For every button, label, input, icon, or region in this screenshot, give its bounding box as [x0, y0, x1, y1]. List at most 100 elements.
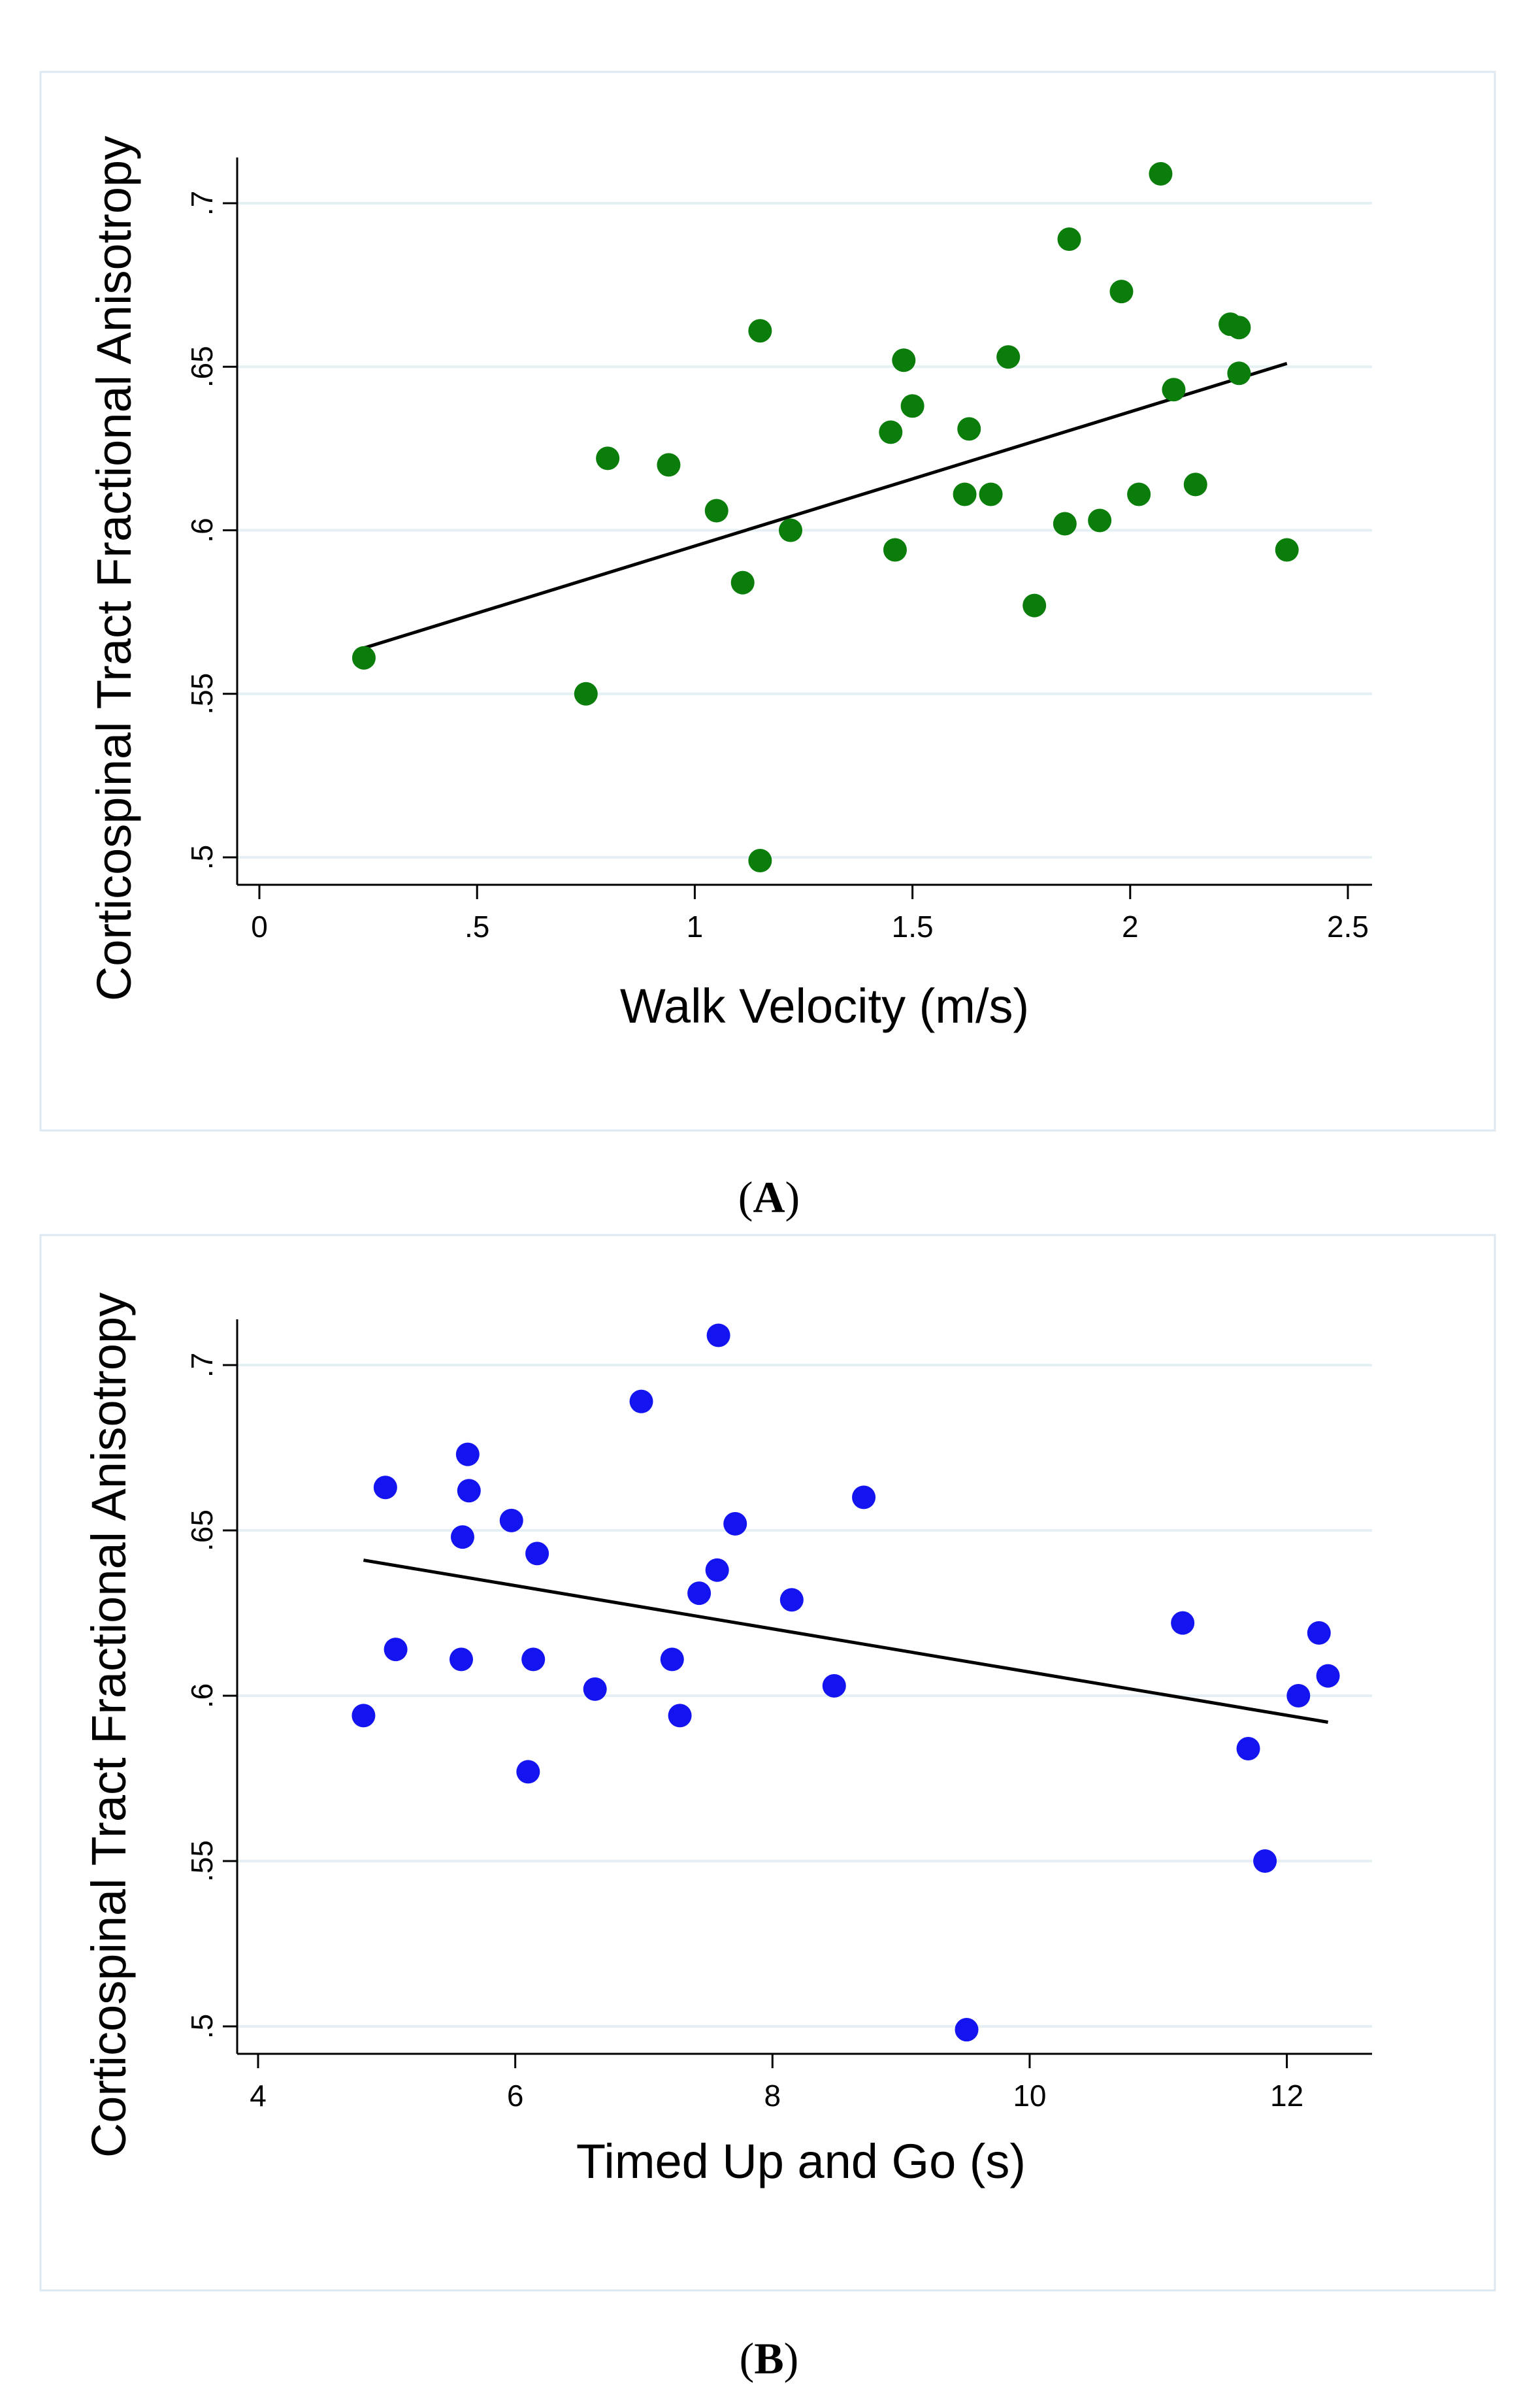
panel-b-y-tick-label-1: .55 — [185, 1840, 219, 1882]
panel-b-data-point-23 — [1171, 1611, 1195, 1635]
panel-a-frame — [39, 71, 1496, 1132]
panel-b-data-point-12 — [629, 1389, 653, 1413]
panel-a-chart: .5 .55 .6 .65 .7 0 .5 1 1.5 2 2.5 Walk Velocity (… — [39, 71, 1496, 1132]
caption-b-letter: B — [754, 2334, 783, 2383]
panel-a-data-point-4 — [704, 499, 728, 523]
panel-a-x-axis-label: Walk Velocity (m/s) — [620, 979, 1029, 1033]
panel-a-data-point-11 — [892, 348, 916, 372]
panel-b-data-point-18 — [723, 1511, 747, 1536]
panel-b-fit-line — [363, 1559, 1328, 1724]
panel-a-y-tick-label-1: .55 — [185, 673, 219, 715]
panel-a-data-point-8 — [779, 518, 803, 542]
panel-a-data-point-12 — [900, 394, 924, 418]
panel-b-data-point-7 — [499, 1508, 523, 1532]
panel-a-data-point-5 — [730, 570, 755, 595]
panel-a-x-tick-label-1: .5 — [465, 910, 489, 944]
caption-a-close: ) — [785, 1172, 800, 1222]
panel-b-data-point-10 — [525, 1542, 549, 1566]
panel-b-data-point-22 — [955, 2018, 979, 2042]
panel-a-points — [352, 161, 1299, 873]
panel-a-data-point-23 — [1149, 161, 1173, 186]
panel-b-x-tick-label-0: 4 — [250, 2079, 267, 2113]
caption-a-letter: A — [753, 1172, 785, 1222]
panel-b-data-point-2 — [384, 1638, 408, 1662]
panel-b-data-point-15 — [687, 1581, 712, 1606]
panel-a-x-tick-label-0: 0 — [251, 910, 268, 944]
panel-a-fit-line — [363, 361, 1288, 650]
panel-a-data-point-25 — [1183, 472, 1207, 497]
panel-a-data-point-28 — [1227, 361, 1251, 386]
panel-b-data-point-8 — [516, 1760, 540, 1784]
panel-a-data-point-24 — [1162, 378, 1186, 402]
panel-a-x-tick-label-4: 2 — [1122, 910, 1139, 944]
panel-b-data-point-16 — [705, 1558, 729, 1582]
panel-b-x-tick-label-1: 6 — [507, 2079, 524, 2113]
panel-b-data-point-13 — [660, 1647, 684, 1672]
panel-b-y-tick-label-4: .7 — [185, 1353, 219, 1377]
panel-b-x-tick-label-4: 12 — [1270, 2079, 1303, 2113]
panel-b-x-tick-label-3: 10 — [1013, 2079, 1046, 2113]
panel-a-fit-group — [363, 361, 1288, 650]
panel-a-data-point-10 — [883, 538, 907, 562]
panel-b-data-point-1 — [373, 1476, 397, 1500]
panel-b-data-point-24 — [1236, 1736, 1260, 1760]
panel-a-y-tick-labels: .5 .55 .6 .65 .7 — [185, 191, 219, 870]
panel-a-data-point-22 — [1127, 482, 1151, 506]
panel-b-data-point-26 — [1286, 1684, 1311, 1707]
panel-b-x-tick-labels: 4 6 8 10 12 — [250, 2079, 1303, 2113]
panel-a-data-point-2 — [596, 446, 620, 470]
panel-b-data-point-9 — [521, 1647, 546, 1672]
panel-b-chart: .5 .55 .6 .65 .7 4 6 8 10 12 Timed Up and Go (s)… — [39, 1234, 1496, 2292]
panel-a-x-tick-label-2: 1 — [687, 910, 704, 944]
caption-a-open: ( — [738, 1172, 753, 1222]
panel-b-data-point-25 — [1253, 1849, 1277, 1873]
panel-a-y-tick-label-4: .7 — [185, 191, 219, 216]
panel-b-data-point-27 — [1307, 1621, 1331, 1645]
panel-b-data-point-0 — [352, 1704, 376, 1728]
panel-a-data-point-3 — [657, 453, 681, 477]
panel-a-axes — [223, 157, 1372, 899]
panel-b-x-axis-label: Timed Up and Go (s) — [576, 2134, 1026, 2188]
panel-a-data-point-21 — [1109, 280, 1134, 304]
panel-a-x-tick-label-3: 1.5 — [892, 910, 934, 944]
panel-b-data-point-4 — [450, 1525, 474, 1549]
panel-a-data-point-7 — [748, 849, 772, 873]
panel-a-data-point-27 — [1227, 316, 1251, 340]
caption-b-open: ( — [740, 2334, 755, 2383]
panel-a-y-tick-label-3: .65 — [185, 346, 219, 388]
panel-b-data-point-6 — [457, 1479, 481, 1503]
caption-a: (A) — [738, 1172, 800, 1222]
panel-a-data-point-19 — [1057, 227, 1081, 252]
panel-b-data-point-11 — [583, 1677, 607, 1701]
panel-a-data-point-29 — [1275, 538, 1299, 562]
panel-a-x-tick-label-5: 2.5 — [1327, 910, 1369, 944]
panel-b-axes — [223, 1319, 1372, 2068]
panel-a-data-point-1 — [574, 682, 598, 706]
panel-b-points — [352, 1323, 1340, 2042]
panel-a-y-tick-label-0: .5 — [185, 845, 219, 870]
panel-a-x-tick-labels: 0 .5 1 1.5 2 2.5 — [251, 910, 1369, 944]
panel-a-y-axis-label: Corticospinal Tract Fractional Anisotrop… — [87, 136, 141, 1001]
panel-b-data-point-3 — [449, 1647, 473, 1672]
panel-b-y-axis-label: Corticospinal Tract Fractional Anisotrop… — [82, 1293, 136, 2158]
panel-a-data-point-0 — [352, 646, 376, 670]
panel-b-fit-group — [363, 1559, 1328, 1724]
panel-b-data-point-5 — [455, 1442, 480, 1466]
panel-b-data-point-14 — [668, 1704, 692, 1728]
panel-b-y-tick-label-2: .6 — [185, 1683, 219, 1708]
panel-a-data-point-15 — [979, 482, 1003, 506]
panel-a-data-point-16 — [996, 345, 1021, 369]
panel-a-data-point-18 — [1053, 512, 1077, 536]
panel-b-x-tick-label-2: 8 — [764, 2079, 781, 2113]
panel-a-data-point-14 — [957, 417, 981, 441]
panel-a-data-point-6 — [748, 319, 772, 343]
panel-b-frame — [39, 1234, 1496, 2292]
panel-b-gridlines — [237, 1364, 1372, 2028]
panel-b-data-point-20 — [822, 1674, 846, 1698]
panel-b-data-point-28 — [1316, 1664, 1340, 1688]
panel-a-data-point-20 — [1088, 508, 1112, 533]
panel-b-data-point-17 — [706, 1323, 730, 1347]
panel-a-y-tick-label-2: .6 — [185, 518, 219, 542]
panel-b-data-point-19 — [779, 1588, 804, 1612]
